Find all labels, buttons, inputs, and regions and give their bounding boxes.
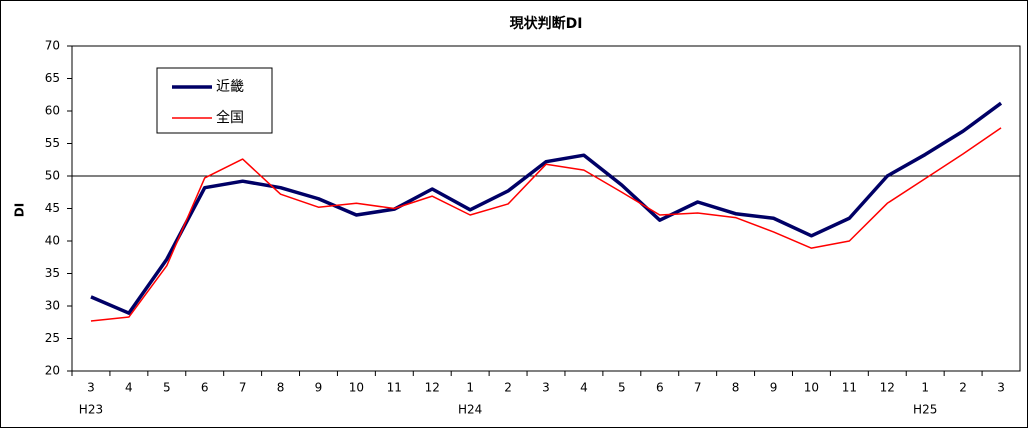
x-tick-label: 9 xyxy=(770,381,778,395)
x-tick-label: 3 xyxy=(997,381,1005,395)
x-tick-label: 5 xyxy=(163,381,171,395)
chart-title: 現状判断DI xyxy=(510,15,583,32)
year-label: H24 xyxy=(458,403,482,417)
x-tick-label: 2 xyxy=(504,381,512,395)
x-tick-label: 11 xyxy=(387,381,402,395)
x-tick-label: 12 xyxy=(880,381,895,395)
x-tick-label: 1 xyxy=(921,381,929,395)
y-tick-label: 50 xyxy=(45,169,60,183)
x-tick-label: 10 xyxy=(804,381,819,395)
x-tick-label: 7 xyxy=(694,381,702,395)
x-tick-label: 4 xyxy=(580,381,588,395)
legend-label: 全国 xyxy=(216,109,244,126)
y-tick-label: 40 xyxy=(45,234,60,248)
x-tick-label: 8 xyxy=(732,381,740,395)
x-tick-label: 3 xyxy=(542,381,550,395)
x-tick-label: 1 xyxy=(466,381,474,395)
y-tick-label: 70 xyxy=(45,39,60,53)
y-tick-label: 45 xyxy=(45,201,60,215)
x-tick-label: 10 xyxy=(349,381,364,395)
x-tick-label: 7 xyxy=(239,381,247,395)
x-tick-label: 9 xyxy=(315,381,323,395)
x-tick-label: 6 xyxy=(656,381,664,395)
year-label: H23 xyxy=(79,403,103,417)
x-tick-label: 6 xyxy=(201,381,209,395)
series-line xyxy=(90,127,1002,322)
x-tick-label: 11 xyxy=(842,381,857,395)
y-tick-label: 60 xyxy=(45,104,60,118)
y-tick-label: 25 xyxy=(45,331,60,345)
x-tick-label: 5 xyxy=(618,381,626,395)
y-axis-label: DI xyxy=(13,203,27,217)
y-tick-label: 55 xyxy=(45,136,60,150)
y-tick-label: 65 xyxy=(45,71,60,85)
x-tick-label: 4 xyxy=(125,381,133,395)
y-tick-label: 30 xyxy=(45,299,60,313)
x-tick-label: 12 xyxy=(425,381,440,395)
legend-label: 近畿 xyxy=(216,79,244,95)
y-tick-label: 20 xyxy=(45,364,60,378)
x-tick-label: 2 xyxy=(959,381,967,395)
x-tick-label: 3 xyxy=(87,381,95,395)
year-label: H25 xyxy=(913,403,937,417)
y-tick-label: 35 xyxy=(45,266,60,280)
legend-box xyxy=(156,67,273,134)
x-tick-label: 8 xyxy=(277,381,285,395)
series-line xyxy=(90,101,1003,315)
